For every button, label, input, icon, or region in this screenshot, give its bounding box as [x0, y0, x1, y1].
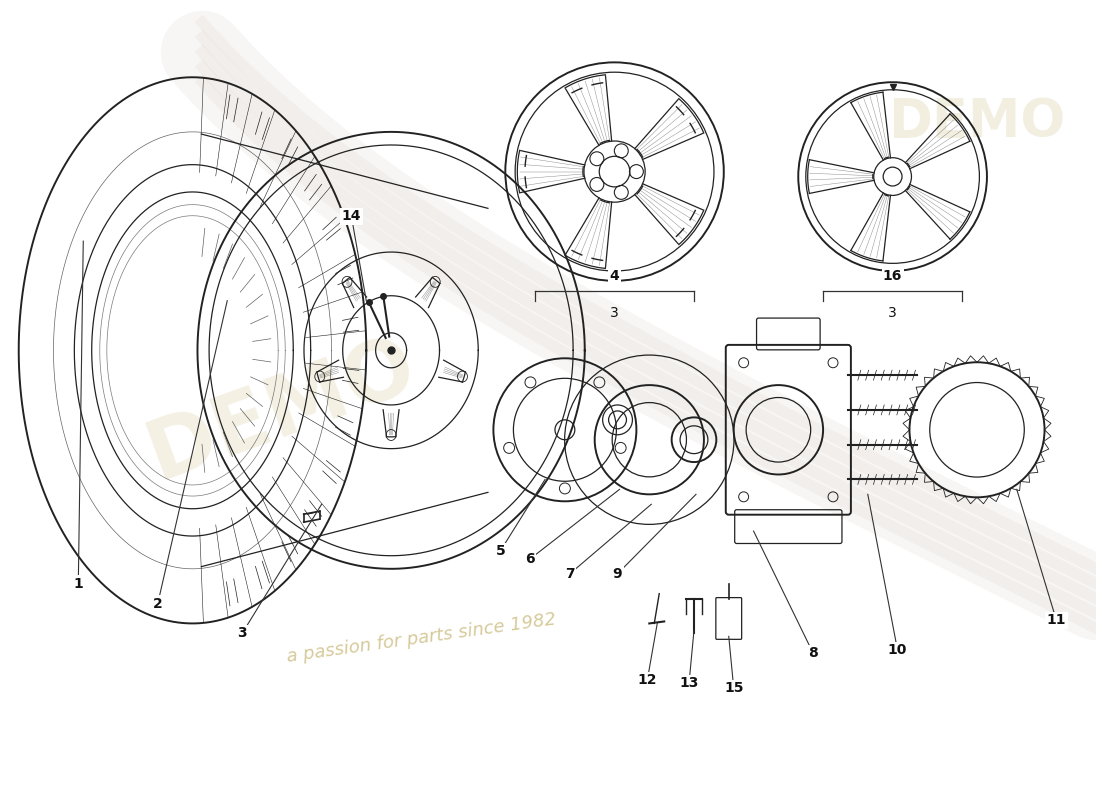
- Text: 13: 13: [680, 676, 698, 690]
- Text: DEMO: DEMO: [136, 324, 427, 496]
- Text: 12: 12: [638, 673, 657, 687]
- Text: 6: 6: [526, 552, 535, 566]
- Text: 14: 14: [342, 210, 361, 223]
- Text: 3: 3: [888, 306, 896, 320]
- Text: 16: 16: [883, 269, 902, 283]
- Text: 11: 11: [1047, 614, 1066, 627]
- Text: 9: 9: [613, 566, 623, 581]
- Text: 3: 3: [610, 306, 619, 320]
- Text: 15: 15: [724, 681, 744, 695]
- Text: 2: 2: [153, 597, 163, 610]
- Text: 10: 10: [888, 643, 907, 658]
- Text: 8: 8: [808, 646, 818, 660]
- Text: 3: 3: [238, 626, 248, 640]
- Text: 4: 4: [609, 269, 619, 283]
- Text: 7: 7: [565, 566, 574, 581]
- Text: a passion for parts since 1982: a passion for parts since 1982: [285, 610, 557, 666]
- Text: 1: 1: [74, 577, 84, 590]
- Text: DEMO: DEMO: [889, 96, 1066, 148]
- Text: 5: 5: [495, 544, 505, 558]
